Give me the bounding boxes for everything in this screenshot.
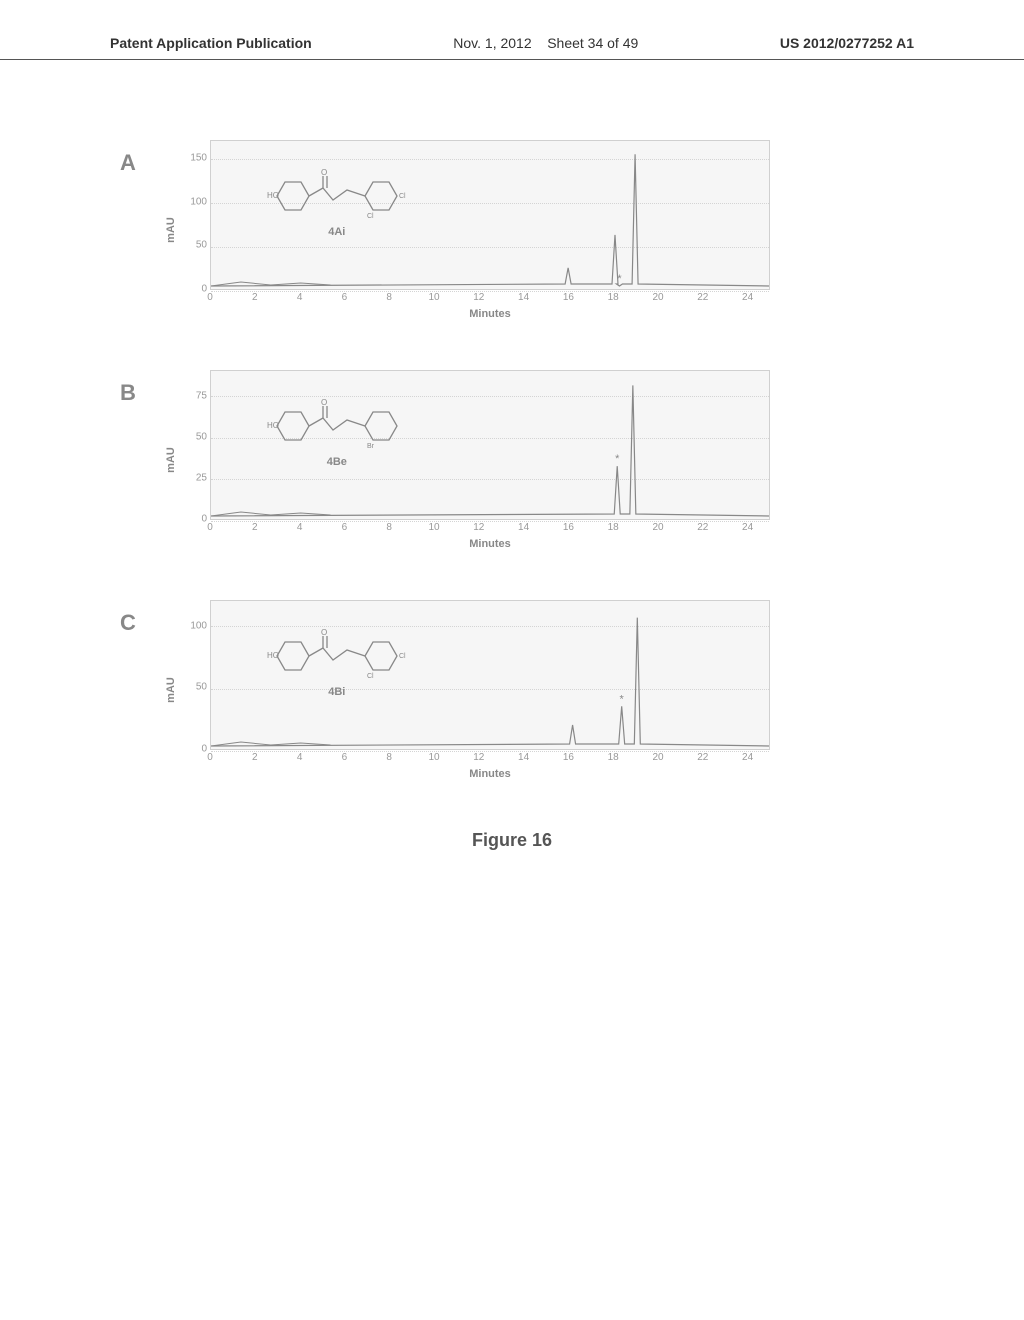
xaxis-label: Minutes bbox=[210, 538, 770, 550]
svg-text:HO: HO bbox=[267, 421, 279, 430]
svg-text:Cl: Cl bbox=[367, 213, 374, 220]
yaxis-label: mAU bbox=[165, 217, 177, 243]
svg-text:O: O bbox=[321, 398, 327, 407]
panel-B: B mAU 0255075 * O bbox=[120, 370, 904, 550]
header-pub-number: US 2012/0277252 A1 bbox=[780, 35, 914, 51]
svg-text:O: O bbox=[321, 168, 327, 177]
yaxis-label: mAU bbox=[165, 447, 177, 473]
svg-text:Br: Br bbox=[367, 443, 375, 450]
panel-label: A bbox=[120, 150, 148, 176]
figure-container: A mAU 050100150 * O bbox=[0, 60, 1024, 881]
page-header: Patent Application Publication Nov. 1, 2… bbox=[0, 0, 1024, 60]
compound-id: 4Bi bbox=[267, 686, 407, 698]
compound-id: 4Be bbox=[267, 456, 407, 468]
header-date-sheet: Nov. 1, 2012 Sheet 34 of 49 bbox=[453, 35, 638, 51]
panel-label: B bbox=[120, 380, 148, 406]
svg-text:HO: HO bbox=[267, 191, 279, 200]
chemical-structure: O HO Br 4Be bbox=[267, 398, 407, 468]
chemical-structure: O HO Cl Cl 4Bi bbox=[267, 628, 407, 698]
svg-text:*: * bbox=[617, 273, 622, 285]
xaxis-label: Minutes bbox=[210, 768, 770, 780]
panel-A: A mAU 050100150 * O bbox=[120, 140, 904, 320]
xaxis-ticks: 024681012141618202224 bbox=[210, 290, 770, 306]
header-pub-type: Patent Application Publication bbox=[110, 35, 312, 51]
xaxis-ticks: 024681012141618202224 bbox=[210, 520, 770, 536]
svg-text:Cl: Cl bbox=[367, 673, 374, 680]
figure-caption: Figure 16 bbox=[120, 830, 904, 851]
xaxis-ticks: 024681012141618202224 bbox=[210, 750, 770, 766]
compound-id: 4Ai bbox=[267, 226, 407, 238]
svg-text:*: * bbox=[620, 693, 625, 705]
svg-text:Cl: Cl bbox=[399, 653, 406, 660]
svg-text:Cl: Cl bbox=[399, 193, 406, 200]
xaxis-label: Minutes bbox=[210, 308, 770, 320]
chemical-structure: O HO Cl Cl 4Ai bbox=[267, 168, 407, 238]
yaxis-label: mAU bbox=[165, 677, 177, 703]
svg-text:*: * bbox=[615, 453, 620, 465]
panel-C: C mAU 050100 * O H bbox=[120, 600, 904, 780]
svg-text:HO: HO bbox=[267, 651, 279, 660]
svg-text:O: O bbox=[321, 628, 327, 637]
panel-label: C bbox=[120, 610, 148, 636]
